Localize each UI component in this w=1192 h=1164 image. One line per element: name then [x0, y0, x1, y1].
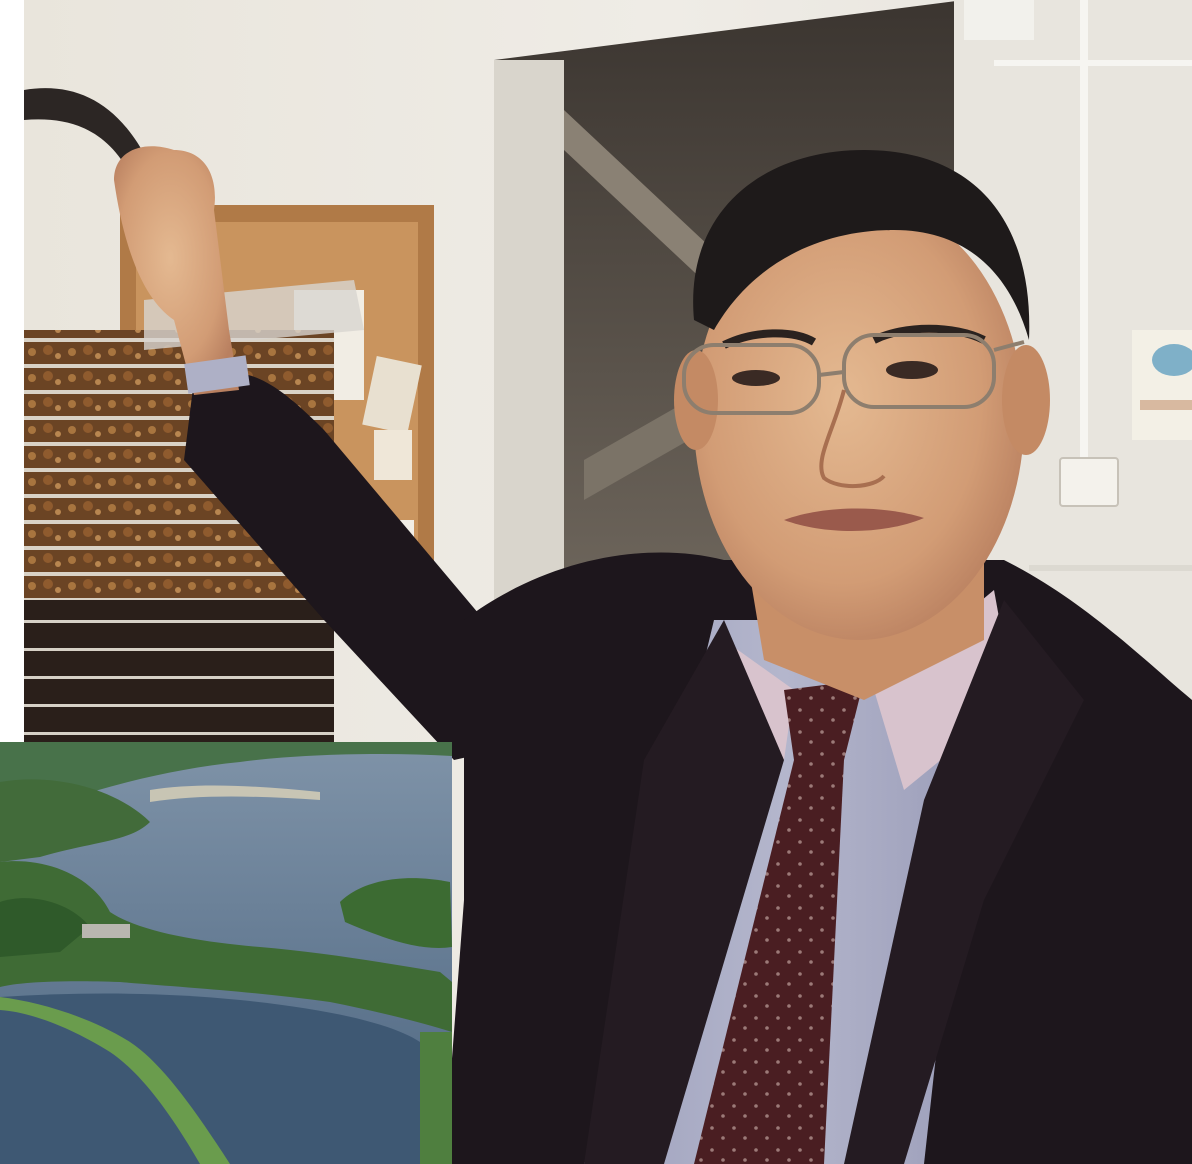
portrait-photo	[24, 0, 1192, 1164]
wetland-aerial-photo	[0, 742, 452, 1164]
wetland-aerial-scene	[0, 742, 452, 1164]
portrait-photo-scene	[24, 0, 1192, 1164]
